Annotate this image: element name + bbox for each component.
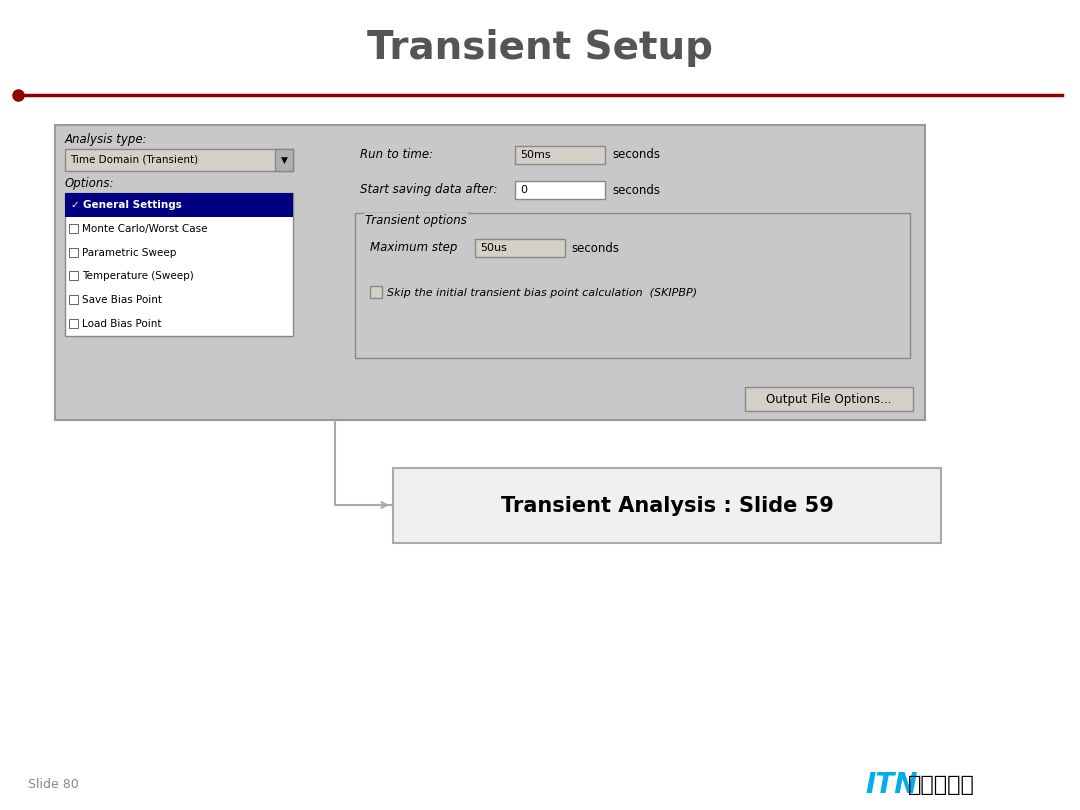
FancyBboxPatch shape — [69, 224, 78, 232]
Text: seconds: seconds — [612, 184, 660, 197]
Text: Transient Setup: Transient Setup — [367, 29, 713, 67]
FancyBboxPatch shape — [370, 286, 382, 298]
Text: 0: 0 — [519, 185, 527, 195]
Text: Temperature (Sweep): Temperature (Sweep) — [82, 271, 193, 281]
Text: Monte Carlo/Worst Case: Monte Carlo/Worst Case — [82, 224, 207, 234]
FancyBboxPatch shape — [355, 213, 910, 358]
Text: 50us: 50us — [480, 243, 507, 253]
Text: General Settings: General Settings — [83, 200, 181, 210]
FancyBboxPatch shape — [55, 125, 924, 420]
Text: Save Bias Point: Save Bias Point — [82, 296, 162, 305]
Text: ITN: ITN — [865, 771, 918, 799]
Text: Skip the initial transient bias point calculation  (SKIPBP): Skip the initial transient bias point ca… — [387, 288, 697, 298]
Text: Slide 80: Slide 80 — [28, 778, 79, 791]
FancyBboxPatch shape — [69, 319, 78, 328]
FancyBboxPatch shape — [393, 468, 941, 543]
Text: Run to time:: Run to time: — [360, 148, 433, 161]
FancyBboxPatch shape — [69, 248, 78, 257]
Text: Time Domain (Transient): Time Domain (Transient) — [70, 155, 198, 165]
FancyBboxPatch shape — [69, 271, 78, 280]
Text: ✓: ✓ — [70, 200, 79, 210]
Text: Transient Analysis : Slide 59: Transient Analysis : Slide 59 — [500, 496, 834, 515]
Text: Maximum step: Maximum step — [370, 241, 457, 254]
Text: ▼: ▼ — [281, 156, 287, 164]
Text: Transient options: Transient options — [365, 214, 467, 227]
FancyBboxPatch shape — [745, 387, 913, 411]
Text: Output File Options...: Output File Options... — [767, 393, 892, 406]
FancyBboxPatch shape — [515, 181, 605, 199]
FancyBboxPatch shape — [475, 239, 565, 257]
Text: Analysis type:: Analysis type: — [65, 133, 148, 146]
FancyBboxPatch shape — [65, 193, 293, 217]
FancyBboxPatch shape — [275, 149, 293, 171]
FancyBboxPatch shape — [69, 296, 78, 305]
Text: ㎜아이티앤: ㎜아이티앤 — [908, 775, 975, 795]
Text: Options:: Options: — [65, 177, 114, 190]
FancyBboxPatch shape — [65, 149, 293, 171]
Text: Load Bias Point: Load Bias Point — [82, 319, 162, 329]
Text: Parametric Sweep: Parametric Sweep — [82, 248, 176, 258]
FancyBboxPatch shape — [65, 193, 293, 336]
Text: Start saving data after:: Start saving data after: — [360, 184, 498, 197]
FancyBboxPatch shape — [515, 146, 605, 164]
Text: seconds: seconds — [571, 241, 619, 254]
Text: 50ms: 50ms — [519, 150, 551, 160]
Text: seconds: seconds — [612, 148, 660, 161]
